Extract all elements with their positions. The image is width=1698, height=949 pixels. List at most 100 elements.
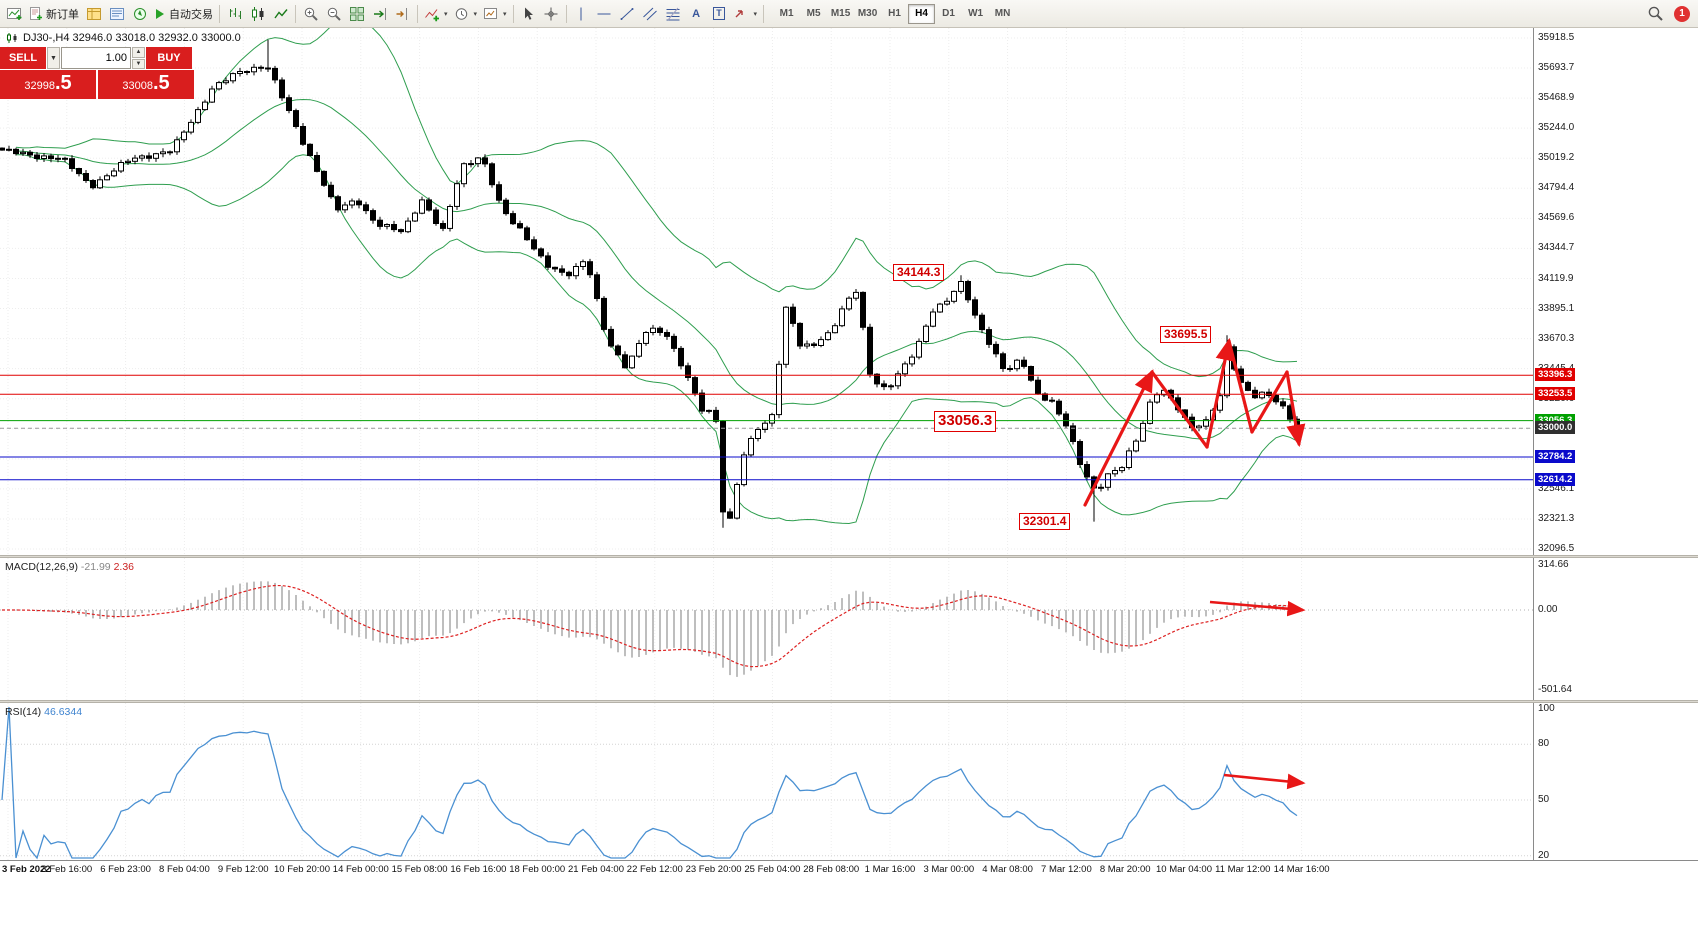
search-button[interactable] [1644,3,1667,25]
candlestick-chart-icon [251,6,263,21]
time-axis-label: 3 Feb 2022 [2,864,51,875]
crosshair-button[interactable] [540,3,563,25]
price-scale-label: 35244.0 [1538,122,1575,134]
trendline-button[interactable] [616,3,639,25]
horizontal-line-button[interactable] [593,3,616,25]
zoom-out-button[interactable] [322,3,345,25]
crosshair-icon [544,7,558,20]
macd-signal-line [2,584,1298,668]
time-axis-label: 1 Mar 16:00 [864,864,916,875]
price-scale-label: 35019.2 [1538,152,1575,164]
timeframe-w1-button[interactable]: W1 [962,4,989,24]
volume-down-button[interactable]: ▼ [132,58,145,69]
chart-shift-icon [396,7,407,20]
timeframe-mn-button[interactable]: MN [989,4,1016,24]
template-icon [484,7,498,19]
text-tool-button[interactable]: A [685,3,708,25]
rsi-line [1,706,1298,860]
market-watch-button[interactable] [82,3,105,25]
navigator-icon [133,7,146,20]
price-scale-label: 35918.5 [1538,32,1575,43]
candles [0,39,1300,528]
price-scale-label: 33895.1 [1538,302,1575,314]
new-chart-button[interactable] [3,3,26,25]
candlestick-chart[interactable] [0,28,1533,555]
buy-price-display: 33008.5 [98,70,194,99]
macd-chart[interactable] [0,558,1533,700]
panel-splitter[interactable] [0,700,1698,703]
timeframe-group: M1 M5 M15 M30 H1 H4 D1 W1 MN [773,3,1016,24]
tile-windows-button[interactable] [345,3,368,25]
auto-scroll-button[interactable] [368,3,391,25]
toolbar-separator [763,4,765,23]
timeframe-m5-button[interactable]: M5 [800,4,827,24]
periods-button[interactable]: ▾ [451,3,481,25]
templates-button[interactable]: ▾ [480,3,510,25]
time-axis-label: 3 Feb 16:00 [41,864,93,875]
indicators-button[interactable]: ▾ [421,3,451,25]
time-axis-label: 11 Mar 12:00 [1215,864,1271,875]
price-scale-border [1533,28,1534,860]
arrows-tool-button[interactable]: ▾ [731,3,761,25]
tile-windows-icon [349,6,364,21]
timeframe-m15-button[interactable]: M15 [827,4,854,24]
new-chart-icon [7,7,22,20]
macd-panel: 314.66 0.00 -501.64 MACD(12,26,9) -21.99 2… [0,558,1698,700]
rsi-trend-arrow [1223,773,1306,790]
price-tag: 32614.2 [1535,472,1576,486]
chevron-down-icon: ▾ [753,10,758,18]
time-axis-label: 10 Mar 04:00 [1156,864,1212,875]
symbol-candle-icon [7,33,17,43]
time-axis-label: 8 Feb 04:00 [159,864,210,875]
buy-button[interactable]: BUY [146,47,192,69]
line-chart-icon [273,8,288,18]
line-chart-button[interactable] [269,3,292,25]
timeframe-h1-button[interactable]: H1 [881,4,908,24]
time-axis-label: 15 Feb 08:00 [391,864,448,875]
vertical-line-button[interactable] [570,3,593,25]
fibonacci-button[interactable] [662,3,685,25]
cursor-button[interactable] [517,3,540,25]
timeframe-h4-button[interactable]: H4 [908,3,936,24]
price-scale[interactable]: 35918.5 35693.7 35468.9 35244.0 35019.2 34794… [1534,28,1698,555]
auto-trading-button[interactable]: 自动交易 [151,3,216,25]
trend-arrows [1083,337,1306,507]
bollinger-bands [15,28,1298,525]
volume-up-button[interactable]: ▲ [132,47,145,58]
horizontal-line-icon [597,13,611,14]
zoom-in-button[interactable] [299,3,322,25]
time-axis-label: 21 Feb 04:00 [568,864,624,875]
rsi-chart[interactable] [0,703,1533,860]
label-icon: T [713,7,725,20]
new-order-button[interactable]: 新订单 [26,3,82,25]
time-axis-label: 23 Feb 20:00 [685,864,742,875]
volume-stepper: ▲ ▼ [132,47,145,69]
timeframe-d1-button[interactable]: D1 [935,4,962,24]
price-scale-label: 35468.9 [1538,92,1575,104]
trade-dropdown-button[interactable]: ▼ [47,47,60,69]
label-tool-button[interactable]: T [708,3,731,25]
chart-shift-button[interactable] [391,3,414,25]
candlestick-chart-button[interactable] [246,3,269,25]
channel-button[interactable] [639,3,662,25]
price-scale-label: 32321.3 [1538,512,1575,524]
macd-scale-label: 314.66 [1538,559,1569,570]
price-scale-label: 34119.9 [1538,272,1574,284]
timeframe-m30-button[interactable]: M30 [854,4,881,24]
data-window-button[interactable] [105,3,128,25]
macd-scale[interactable]: 314.66 0.00 -501.64 [1534,558,1698,700]
bar-chart-icon [229,7,241,19]
time-axis[interactable]: 3 Feb 2022 3 Feb 16:00 6 Feb 23:00 8 Feb 04… [0,861,1698,878]
navigator-button[interactable] [128,3,151,25]
grid [0,28,1533,555]
sell-button[interactable]: SELL [0,47,46,69]
volume-input[interactable] [61,47,131,69]
panel-splitter[interactable] [0,555,1698,558]
rsi-scale[interactable]: 100 80 50 20 [1534,703,1698,861]
time-axis-label: 6 Feb 23:00 [100,864,151,875]
toolbar-separator [565,4,567,23]
timeframe-m1-button[interactable]: M1 [773,4,800,24]
notification-badge[interactable]: 1 [1674,5,1690,22]
time-axis-label: 16 Feb 16:00 [450,864,507,875]
bar-chart-button[interactable] [223,3,246,25]
